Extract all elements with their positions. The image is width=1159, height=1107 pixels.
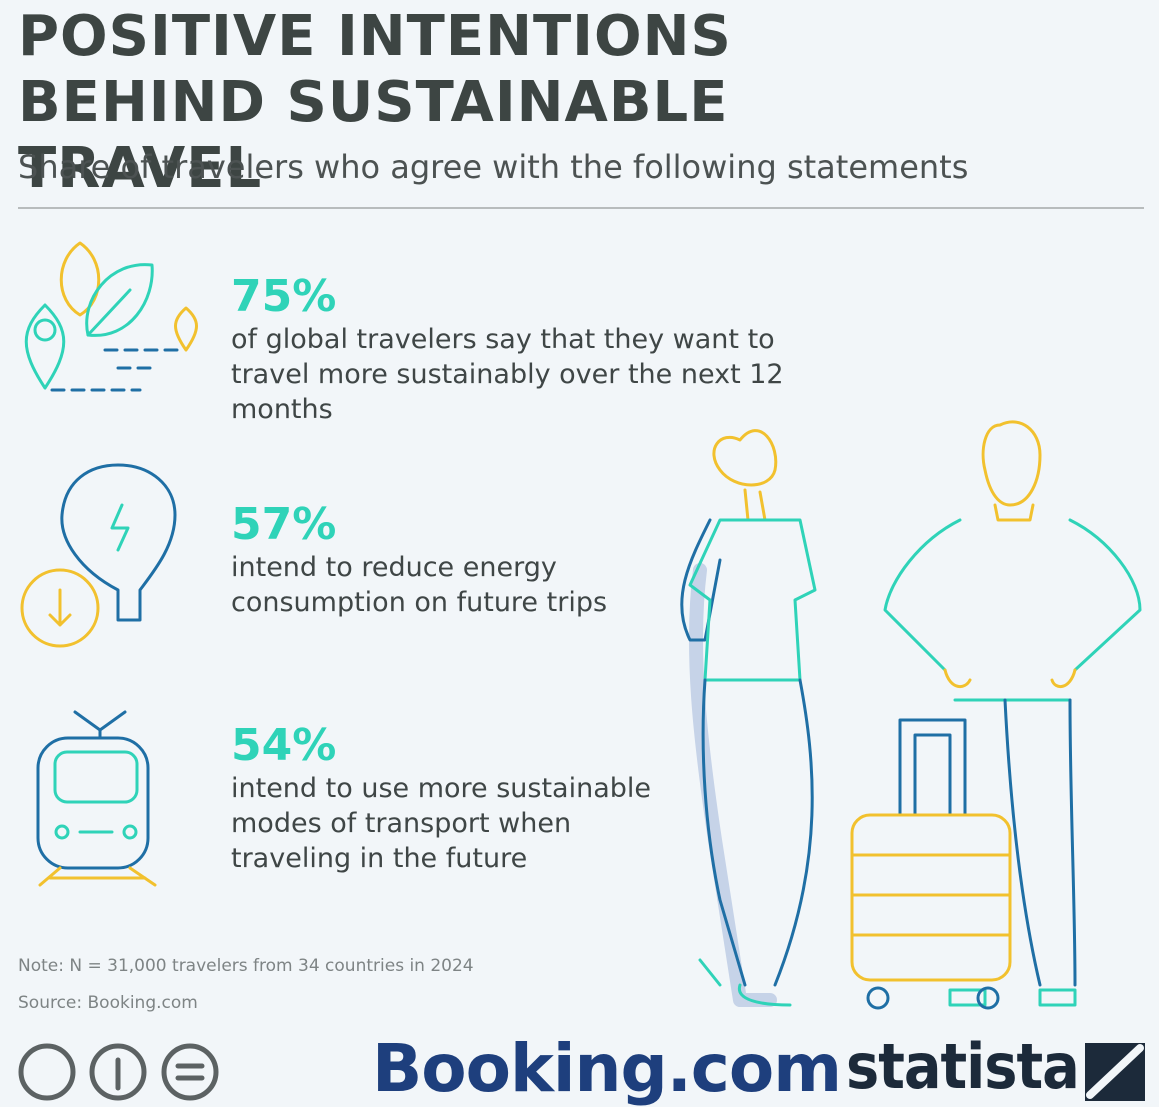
man-figure-part — [883, 518, 1142, 702]
statista-mark — [1085, 1043, 1145, 1101]
man-figure-part — [993, 503, 1035, 522]
bulb-icon-part — [48, 588, 72, 627]
license-icons-part — [175, 1063, 205, 1081]
train-icon-part — [122, 824, 138, 840]
man-figure-part — [943, 668, 1077, 689]
stat-text: of global travelers say that they want t… — [231, 324, 784, 425]
leaf-icon-part — [24, 303, 66, 390]
bulb-icon — [20, 463, 177, 648]
bulb-icon-part — [110, 503, 130, 552]
suitcase-part — [976, 986, 1000, 1010]
booking-logo: Booking.com — [372, 1030, 842, 1107]
woman-figure-part — [688, 518, 817, 682]
leaf-icon — [24, 241, 198, 392]
license-icons — [18, 1043, 219, 1101]
stat: 75% of global travelers say that they wa… — [231, 272, 871, 427]
statista-mark-part — [1086, 1044, 1144, 1099]
woman-figure-part — [743, 488, 767, 522]
license-icons-part — [18, 1043, 76, 1101]
train-icon-part — [38, 866, 157, 887]
train-icon — [36, 710, 157, 887]
leaf-icon-part — [50, 348, 182, 392]
woman-figure-part — [712, 429, 778, 487]
man-figure — [883, 420, 1142, 1007]
suitcase-part — [850, 813, 1012, 982]
stat: 57% intend to reduce energy consumption … — [231, 500, 871, 620]
train-icon-part — [36, 736, 150, 870]
man-figure-part — [1003, 698, 1077, 987]
note: Note: N = 31,000 travelers from 34 count… — [18, 956, 474, 976]
divider — [18, 207, 1144, 209]
suitcase — [850, 718, 1012, 1010]
woman-figure-part — [698, 958, 792, 1007]
license-icons-part — [89, 1043, 147, 1101]
stat-text: intend to use more sustainable modes of … — [231, 773, 652, 874]
train-icon-part — [73, 710, 127, 740]
suitcase-part — [866, 986, 890, 1010]
subtitle: Share of travelers who agree with the fo… — [18, 148, 969, 186]
stat-text: intend to reduce energy consumption on f… — [231, 552, 608, 618]
leaf-icon-part — [59, 241, 101, 317]
train-icon-part — [54, 824, 70, 840]
man-figure-part — [948, 988, 1077, 1007]
woman-figure-part — [680, 518, 722, 642]
leaf-icon-part — [86, 288, 132, 337]
license-icons-part — [161, 1043, 219, 1101]
woman-figure-part — [701, 678, 814, 987]
title: POSITIVE INTENTIONS BEHIND SUSTAINABLE T… — [18, 4, 732, 201]
stat-value: 75% — [231, 271, 337, 322]
suitcase-part — [898, 718, 967, 817]
man-figure-part — [981, 420, 1042, 507]
suitcase-part — [850, 853, 1012, 937]
leaf-icon-part — [33, 318, 57, 342]
woman-figure — [680, 429, 817, 1007]
stat: 54% intend to use more sustainable modes… — [231, 721, 871, 876]
stat-value: 57% — [231, 499, 337, 550]
bulb-icon-part — [60, 463, 177, 622]
leaf-icon-part — [174, 306, 198, 352]
statista-logo: statista — [846, 1030, 1080, 1103]
stat-value: 54% — [231, 720, 337, 771]
train-icon-part — [53, 750, 139, 804]
woman-figure-part — [688, 563, 777, 1007]
source: Source: Booking.com — [18, 993, 198, 1013]
